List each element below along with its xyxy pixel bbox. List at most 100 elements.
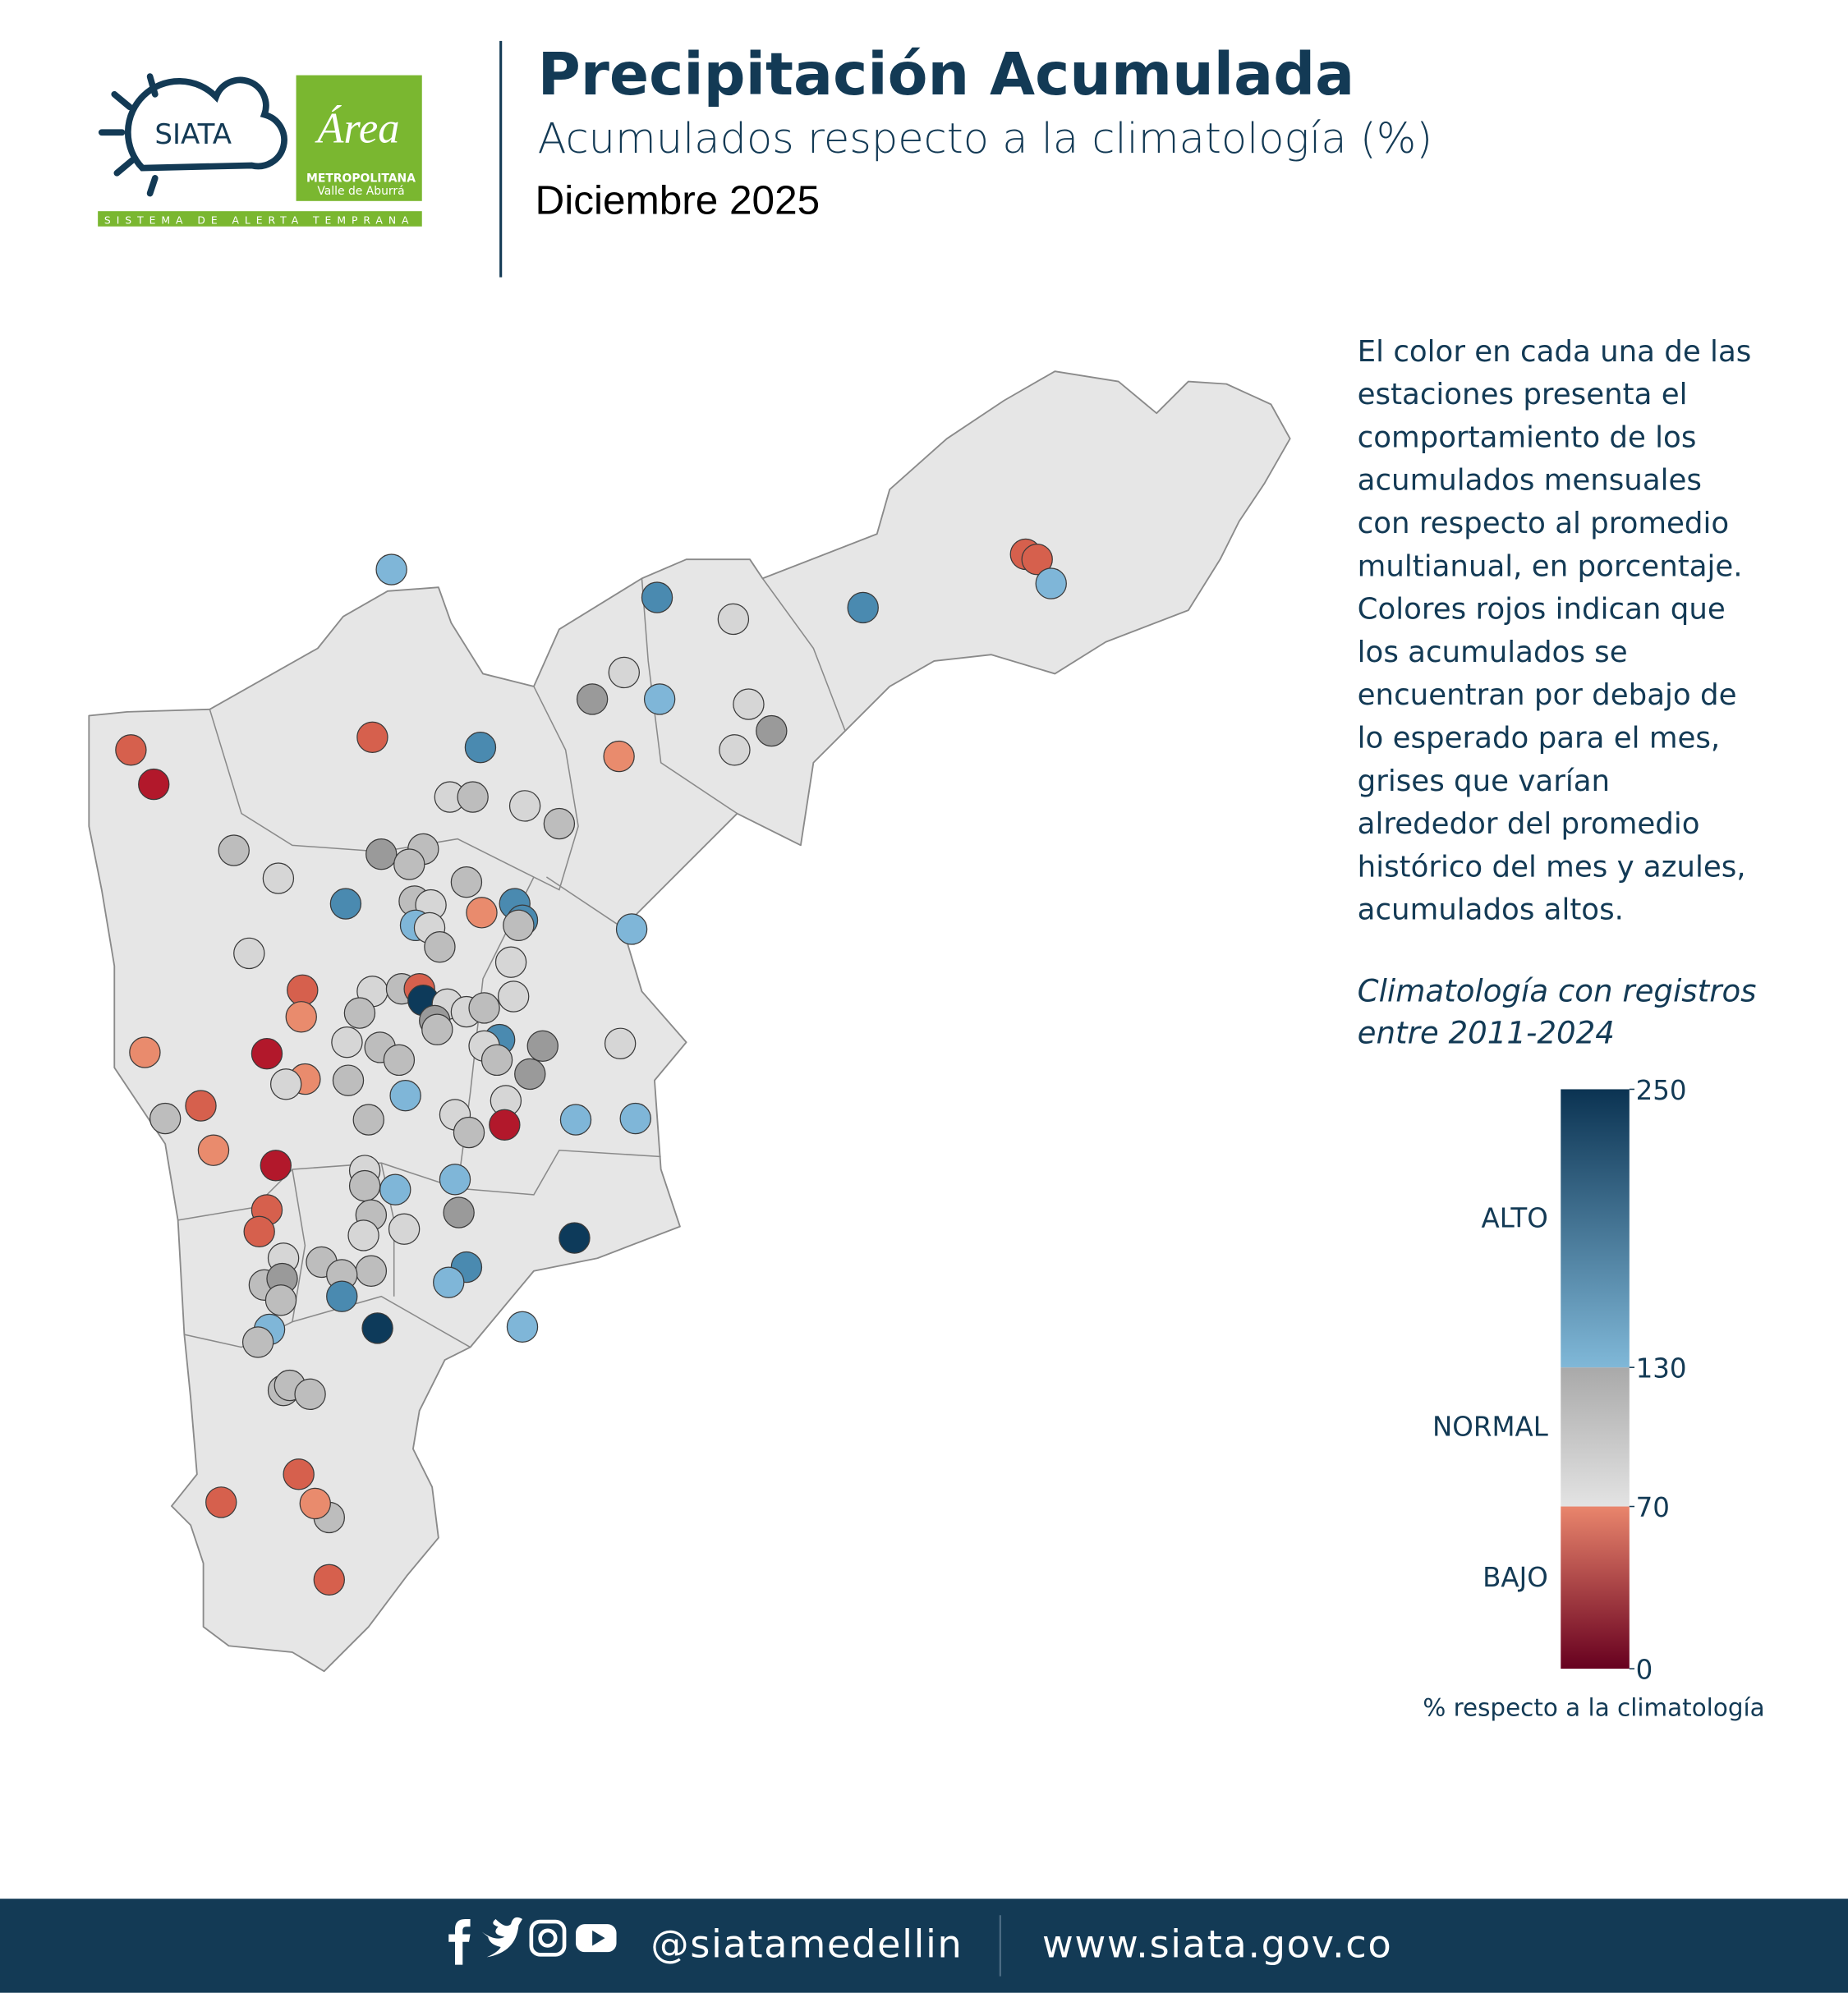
legend-caption: % respecto a la climatología [1423, 1693, 1764, 1721]
station [514, 1058, 546, 1091]
footer-handle: @siatamedellin [650, 1922, 963, 1966]
station [457, 781, 489, 813]
description-line: El color en cada una de las [1358, 335, 1752, 369]
station [262, 862, 295, 894]
description-line: estaciones presenta el [1358, 378, 1688, 411]
station [494, 946, 527, 978]
station [388, 1213, 421, 1245]
station [421, 1013, 453, 1045]
area-valle: Valle de Aburrá [317, 185, 404, 198]
tagline: SISTEMA DE ALERTA TEMPRANA [104, 215, 415, 227]
station [251, 1037, 283, 1070]
station [1021, 543, 1053, 576]
station [343, 997, 376, 1029]
legend-tick-label: 70 [1636, 1492, 1670, 1523]
station [453, 1116, 485, 1149]
date: Diciembre 2025 [535, 177, 820, 223]
climatology-line: entre 2011-2024 [1358, 1016, 1615, 1051]
tagline-bar [98, 211, 422, 227]
station [185, 1090, 217, 1122]
station [559, 1222, 591, 1254]
description-line: grises que varían [1358, 765, 1610, 798]
station [379, 1173, 411, 1205]
station [719, 734, 751, 766]
station [375, 553, 407, 586]
station [439, 1164, 471, 1196]
description-line: con respecto al promedio [1358, 507, 1729, 540]
station [313, 1564, 345, 1596]
station [559, 1104, 592, 1136]
station [756, 714, 788, 747]
station [218, 834, 250, 866]
station [352, 1104, 384, 1136]
legend-band-label: ALTO [1482, 1202, 1548, 1233]
station [543, 807, 576, 840]
legend-tick-label: 0 [1636, 1654, 1653, 1685]
station [356, 721, 388, 754]
subtitle: Acumulados respecto a la climatología (%… [538, 115, 1433, 163]
station [283, 1458, 315, 1490]
climatology-line: Climatología con registros [1358, 974, 1757, 1009]
station [294, 1378, 326, 1411]
station [331, 1026, 363, 1058]
station [355, 1255, 388, 1287]
station [433, 1266, 465, 1298]
description-line: acumulados mensuales [1358, 464, 1702, 498]
station [243, 1215, 275, 1247]
siata-name: SIATA [154, 118, 232, 151]
description: El color en cada una de las estaciones pr… [1358, 335, 1752, 927]
station [604, 1027, 637, 1059]
station [389, 1080, 421, 1112]
area-name: Área [315, 105, 399, 153]
station [641, 581, 673, 613]
description-line: Colores rojos indican que [1358, 593, 1726, 627]
legend-band [1561, 1367, 1630, 1507]
station [506, 1311, 539, 1343]
station [115, 734, 147, 766]
station [326, 1280, 358, 1312]
station [361, 1312, 393, 1344]
description-line: histórico del mes y azules, [1358, 850, 1746, 884]
station [233, 937, 265, 970]
station [619, 1102, 651, 1135]
footer-bar [0, 1899, 1848, 1993]
station [497, 980, 530, 1013]
station [443, 1196, 475, 1228]
station [489, 1109, 521, 1141]
climatology-note: Climatología con registros entre 2011-202… [1358, 974, 1757, 1051]
station [847, 591, 879, 624]
station [603, 740, 635, 773]
description-line: multianual, en porcentaje. [1358, 549, 1743, 583]
legend-band [1561, 1506, 1630, 1669]
description-line: lo esperado para el mes, [1358, 722, 1721, 755]
legend: BAJO NORMAL ALTO 0 70 130 250 [1432, 1075, 1687, 1686]
region-outline [88, 370, 1291, 1673]
station [468, 992, 500, 1024]
station [264, 1284, 297, 1316]
siata-logo [98, 73, 287, 197]
station [129, 1036, 161, 1068]
station [450, 866, 483, 898]
social-icons [448, 1917, 617, 1965]
area-logo [296, 75, 422, 201]
station [733, 688, 765, 720]
description-line: los acumulados se [1358, 636, 1628, 669]
station [503, 909, 535, 942]
legend-band-label: NORMAL [1432, 1411, 1548, 1442]
station [508, 790, 541, 822]
map [88, 370, 1291, 1673]
station [285, 1001, 317, 1033]
station [526, 1030, 559, 1063]
description-line: acumulados altos. [1358, 893, 1624, 927]
station [329, 888, 362, 920]
title: Precipitación Acumulada [538, 40, 1355, 108]
station [576, 683, 609, 715]
station [348, 1169, 381, 1202]
station [717, 603, 750, 636]
description-line: alrededor del promedio [1358, 807, 1700, 841]
description-line: comportamiento de los [1358, 420, 1697, 454]
legend-tick-label: 250 [1636, 1075, 1687, 1106]
station [260, 1150, 292, 1182]
